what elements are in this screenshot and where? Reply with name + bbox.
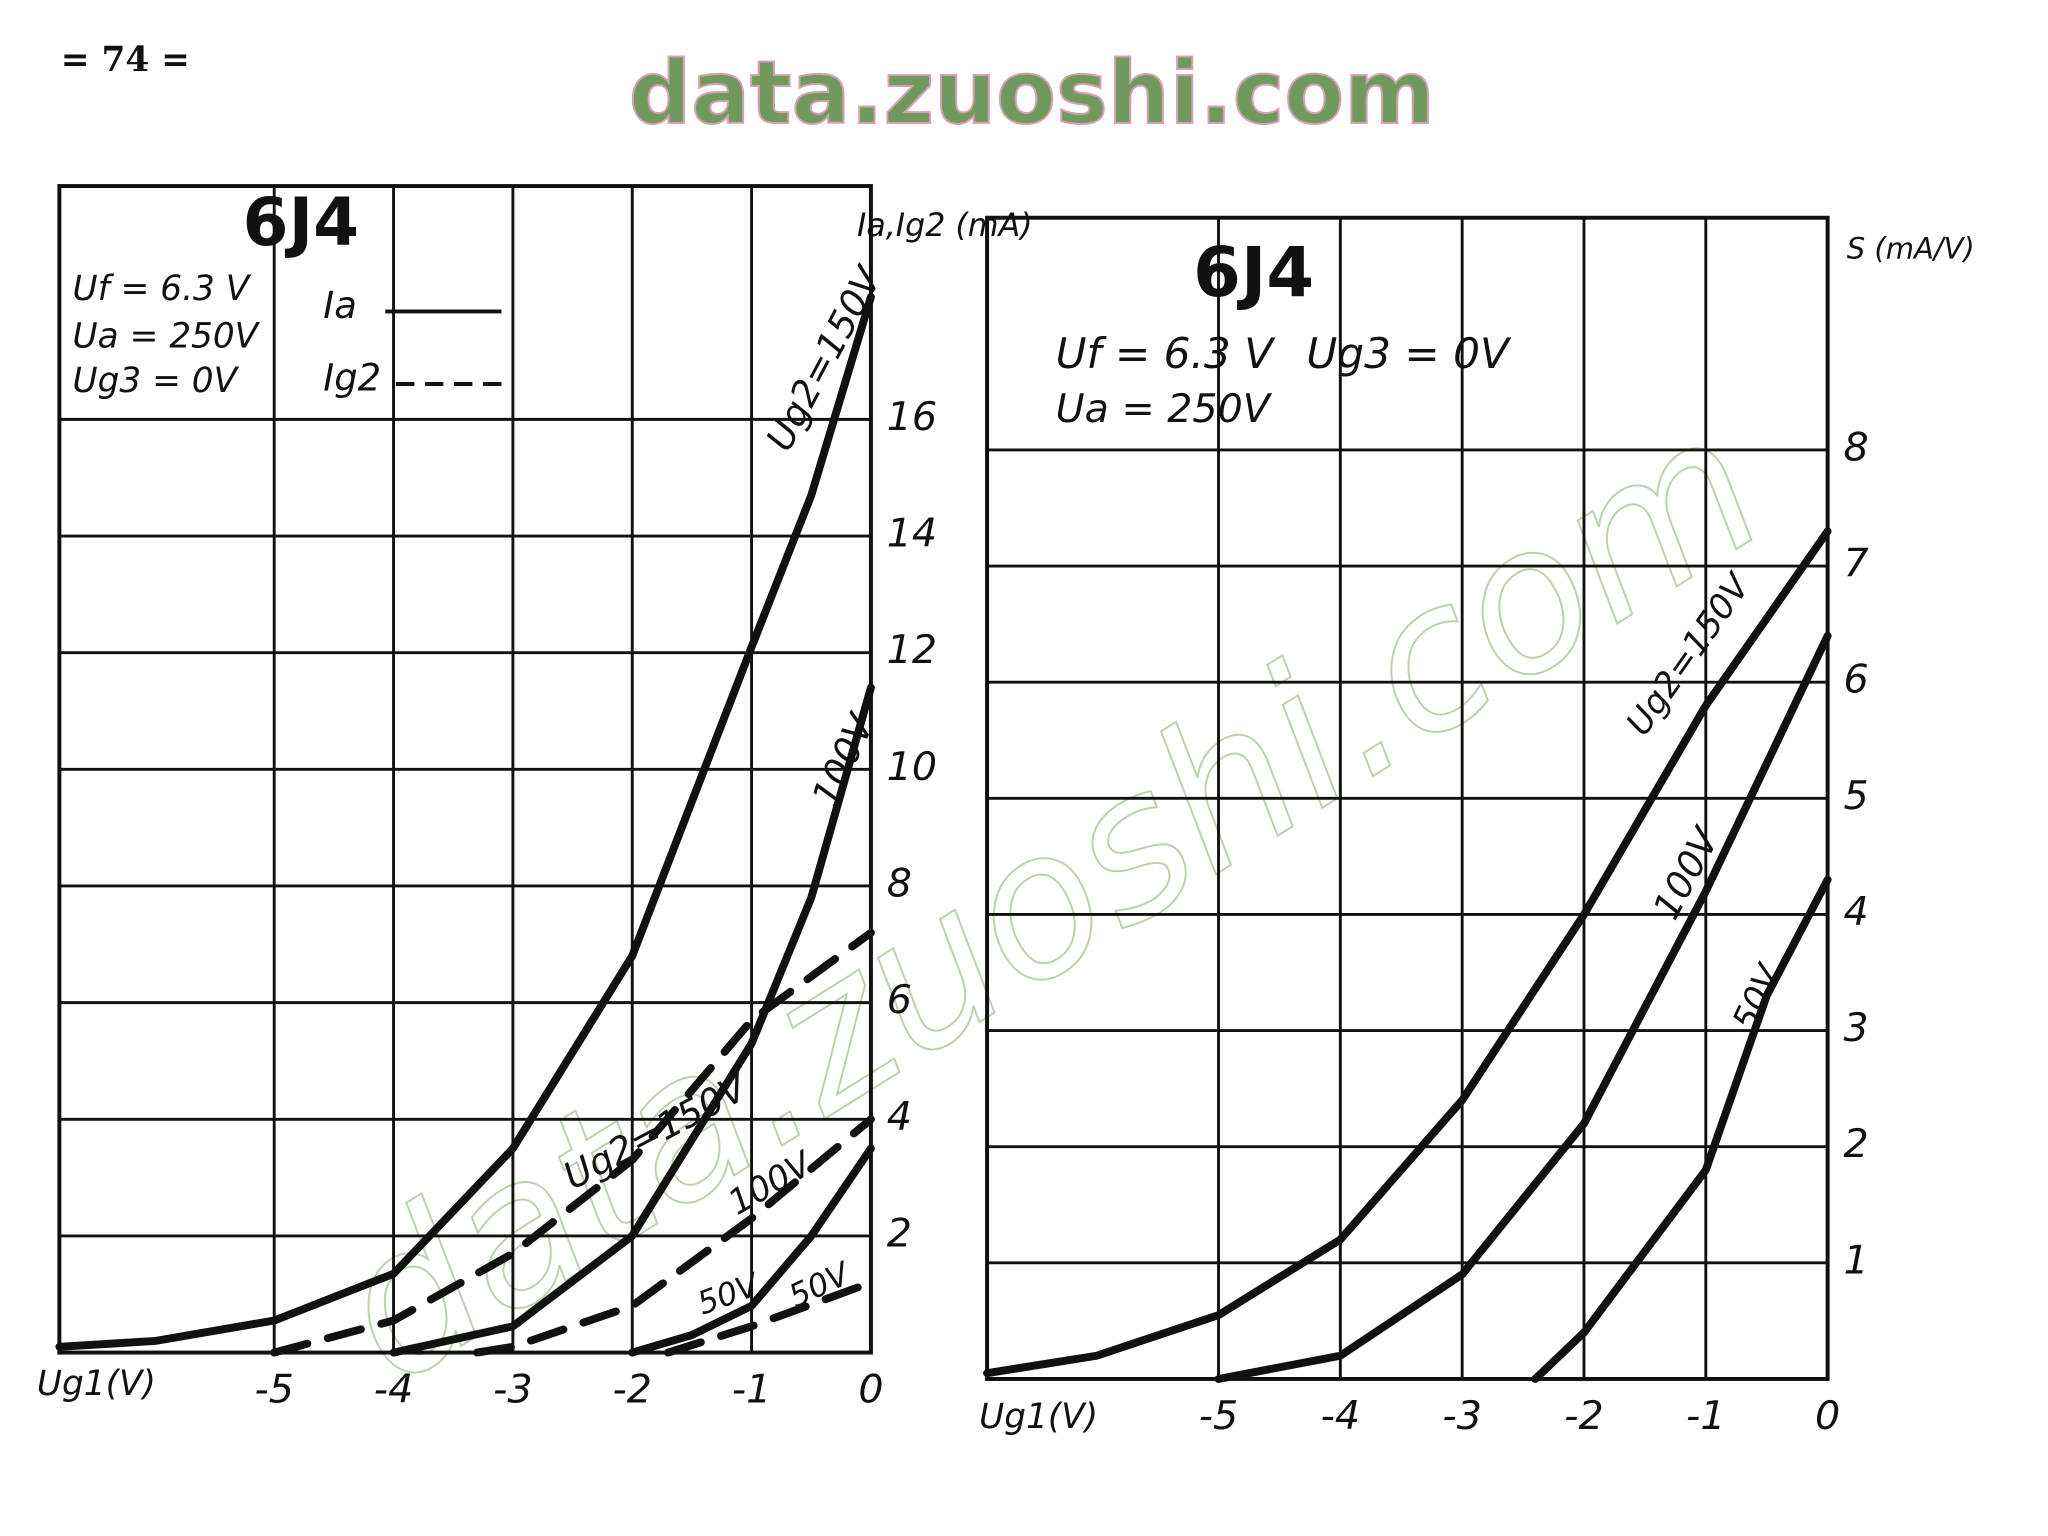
condition: Uf = 6.3 V: [73, 269, 252, 309]
x-axis-label: Ug1(V): [37, 1364, 156, 1404]
condition: Ua = 250V: [73, 316, 261, 356]
y-tick-label: 16: [887, 394, 937, 440]
curve: [1531, 875, 1832, 1383]
x-tick-label: -5: [1199, 1393, 1238, 1439]
condition: Ug3 = 0V: [1306, 329, 1512, 378]
y-tick-label: 4: [1843, 889, 1868, 935]
x-tick-label: -2: [613, 1367, 652, 1413]
legend-label: Ig2: [323, 357, 381, 400]
y-tick-label: 4: [887, 1094, 912, 1140]
condition: Ua = 250V: [1056, 386, 1273, 432]
x-tick-label: -3: [1442, 1393, 1481, 1439]
y-tick-label: 5: [1843, 773, 1868, 819]
y-tick-label: 2: [887, 1210, 912, 1256]
y-tick-label: 14: [887, 511, 937, 557]
curve: [983, 527, 1832, 1378]
curve: [664, 1278, 875, 1357]
curve: [1214, 631, 1832, 1383]
y-tick-label: 12: [887, 627, 937, 673]
x-tick-label: -3: [493, 1367, 532, 1413]
x-tick-label: 0: [858, 1367, 883, 1413]
y-tick-label: 6: [1843, 657, 1868, 703]
curve: [55, 292, 875, 1351]
y-tick-label: 6: [887, 977, 912, 1023]
x-tick-label: -4: [1321, 1393, 1360, 1439]
y-tick-label: 1: [1843, 1237, 1868, 1283]
curve: [270, 928, 875, 1357]
y-tick-label: 2: [1843, 1121, 1868, 1167]
condition: Ug3 = 0V: [73, 361, 240, 401]
x-tick-label: -2: [1564, 1393, 1603, 1439]
watermark: data.zuoshi.com: [629, 42, 1435, 144]
y-tick-label: 10: [887, 744, 937, 790]
page-number: = 74 =: [61, 40, 190, 80]
curve: [473, 1115, 875, 1357]
chart-title: 6J4: [1193, 233, 1314, 313]
chart-title: 6J4: [243, 184, 359, 261]
y-axis-label: Ia,Ig2 (mA): [857, 208, 1033, 244]
legend-label: Ia: [323, 284, 357, 327]
curve: [628, 1144, 875, 1357]
curve-label: 50V: [784, 1255, 857, 1315]
y-tick-label: 8: [1843, 424, 1868, 470]
x-tick-label: -5: [254, 1367, 293, 1413]
y-tick-label: 3: [1843, 1005, 1868, 1051]
x-tick-label: -1: [1686, 1393, 1725, 1439]
y-axis-label: S (mA/V): [1847, 232, 1975, 266]
watermark-diagonal: data.zuoshi.com: [296, 369, 1799, 1428]
x-axis-label: Ug1(V): [979, 1397, 1098, 1437]
x-tick-label: -1: [732, 1367, 771, 1413]
x-tick-label: -4: [374, 1367, 413, 1413]
condition: Uf = 6.3 V: [1056, 329, 1277, 378]
y-tick-label: 8: [887, 860, 912, 906]
x-tick-label: 0: [1815, 1393, 1840, 1439]
curve: [389, 683, 875, 1357]
y-tick-label: 7: [1843, 541, 1868, 587]
